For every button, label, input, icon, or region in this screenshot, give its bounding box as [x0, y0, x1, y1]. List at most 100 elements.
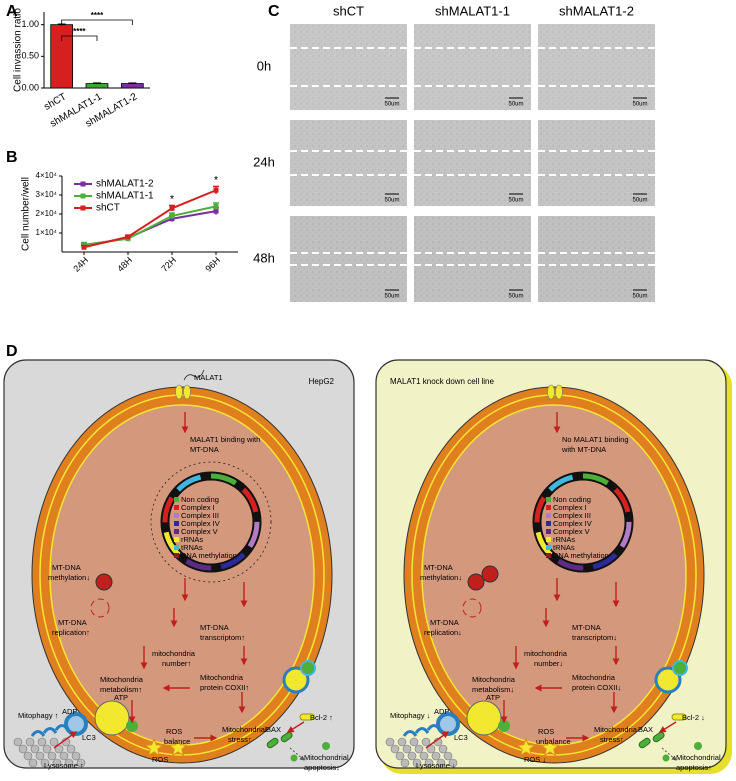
point [125, 234, 131, 240]
panel-label: A [6, 3, 18, 20]
lc3 [414, 727, 430, 734]
legend-label: Complex I [181, 503, 215, 512]
mtdna-segment [534, 473, 632, 571]
lysosome [52, 758, 62, 768]
diagram-label: mitochondria [152, 649, 196, 658]
micrograph [290, 120, 407, 206]
apoptosis-dot [694, 742, 702, 750]
lysosome [424, 758, 434, 768]
diagram-label: Bcl-2 ↓ [682, 713, 705, 722]
lc3 [402, 730, 418, 737]
point [169, 205, 175, 211]
x-tick-label: 48H [115, 255, 134, 274]
lysosome [402, 744, 412, 754]
synthase [466, 700, 502, 736]
lysosome [443, 751, 453, 761]
x-tick-label: shCT [42, 91, 68, 112]
lysosome [13, 737, 23, 747]
diagram-label: Mitochondria [200, 673, 244, 682]
point [213, 208, 219, 214]
legend-label: Complex III [553, 511, 591, 520]
legend-label: shMALAT1-2 [96, 179, 154, 190]
release-arrow [661, 747, 677, 761]
lysosome [409, 737, 419, 747]
lysosome [64, 758, 74, 768]
mtdna-segment [534, 473, 632, 571]
diagram-label: MT-DNA [58, 618, 87, 627]
lysosome [421, 737, 431, 747]
release-arrow [289, 747, 305, 761]
legend-swatch [546, 545, 551, 550]
diagram-label: protein COXII↑ [200, 683, 249, 692]
diagram-label: No MALAT1 binding [562, 435, 629, 444]
diagram-label: MT-DNA [190, 445, 219, 454]
diagram-label: Mitochondrial [222, 725, 267, 734]
lysosome [76, 758, 86, 768]
legend-label: Non coding [181, 495, 219, 504]
lysosome [419, 751, 429, 761]
column-header: shMALAT1-1 [435, 3, 510, 18]
diagram-label: ROS [538, 727, 554, 736]
scale-bar-label: 50um [632, 198, 647, 204]
series-line [83, 210, 217, 248]
legend-swatch [174, 553, 179, 558]
lysosome [59, 751, 69, 761]
micrograph [538, 24, 655, 110]
lysosome [395, 751, 405, 761]
lysosome [436, 758, 446, 768]
diagram-label: ATP [114, 693, 128, 702]
bcl2 [299, 713, 315, 721]
malat1-strand [183, 369, 205, 381]
scale-bar-label: 50um [384, 294, 399, 300]
lysosome [438, 744, 448, 754]
panel-label: C [268, 3, 280, 20]
diagram-label: LC3 [454, 733, 468, 742]
lc3 [54, 724, 70, 731]
scale-bar-label: 50um [508, 102, 523, 108]
ros-star [168, 737, 188, 757]
diagram-label: LC3 [82, 733, 96, 742]
diagram-label: with MT-DNA [561, 445, 606, 454]
mtdna-segment [162, 473, 260, 571]
column-header: shMALAT1-2 [559, 3, 634, 18]
lysosome [390, 744, 400, 754]
lysosome [412, 758, 422, 768]
micrograph [538, 216, 655, 302]
scale-bar-label: 50um [632, 102, 647, 108]
scale-bar-label: 50um [384, 198, 399, 204]
legend-swatch-point [80, 205, 86, 211]
complex-right-green [300, 660, 316, 676]
legend-swatch [546, 505, 551, 510]
channel [555, 384, 563, 400]
lysosome [385, 737, 395, 747]
apoptosis-dot [322, 742, 330, 750]
diagram-label: ROS ↓ [524, 755, 546, 764]
lysosome [71, 751, 81, 761]
mtdna-segment [162, 473, 260, 571]
replication [462, 598, 482, 618]
legend-swatch [174, 545, 179, 550]
legend-label: Complex IV [553, 519, 592, 528]
diagram-label: Mitochondrial [676, 753, 721, 762]
panel-label: D [6, 343, 18, 360]
lysosome [431, 751, 441, 761]
series-line [83, 189, 217, 249]
methyl-marker [95, 573, 113, 591]
diagram-label: BAX [638, 725, 653, 734]
diagram-label: Mitophagy ↓ [390, 711, 430, 720]
cytochrome [662, 754, 670, 762]
micrograph [538, 120, 655, 206]
bax [280, 731, 293, 743]
y-tick-label: 0.00 [21, 82, 39, 92]
y-axis-label: Cell invassion ratio [13, 8, 24, 92]
diagram-label: Bcl-2 ↑ [310, 713, 333, 722]
point [81, 244, 87, 250]
diagram-label: Lysosome ↑ [44, 761, 84, 770]
complex-ring [64, 712, 88, 736]
lysosome [28, 758, 38, 768]
diagram-label: ADP [62, 707, 77, 716]
cell-title: HepG2 [309, 377, 335, 386]
complex-right [654, 666, 682, 694]
diagram-label: number↑ [162, 659, 191, 668]
